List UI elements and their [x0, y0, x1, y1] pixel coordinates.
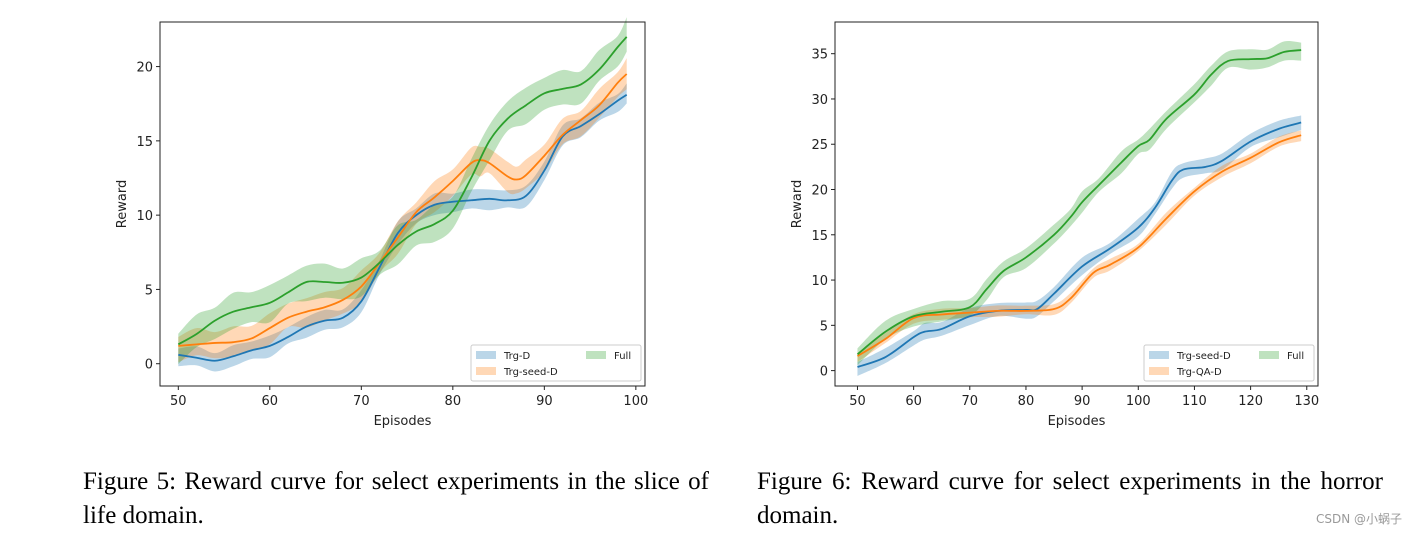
x-tick-label: 110: [1182, 394, 1207, 409]
band-Full: [178, 17, 627, 365]
x-tick-label: 80: [445, 394, 462, 409]
y-tick-label: 30: [811, 93, 828, 108]
legend-swatch: [476, 351, 496, 359]
y-tick-label: 10: [136, 209, 153, 224]
legend-label: Full: [1287, 351, 1304, 362]
legend-frame: [1143, 344, 1315, 382]
y-tick-label: 20: [136, 61, 153, 76]
x-axis-label: Episodes: [1048, 414, 1106, 429]
band-Trg-seed-D: [857, 115, 1302, 376]
y-tick-label: 15: [136, 135, 153, 150]
legend-label: Trg-seed-D: [503, 367, 558, 378]
x-tick-label: 50: [170, 394, 187, 409]
figure-6-caption: Figure 6: Reward curve for select experi…: [757, 468, 1383, 529]
y-tick-label: 25: [811, 138, 828, 153]
line-Trg-QA-D: [856, 134, 1302, 357]
legend-label: Trg-QA-D: [1176, 367, 1222, 378]
band-Trg-seed-D: [178, 58, 627, 363]
legend-swatch: [1149, 367, 1169, 375]
figure-5-caption: Figure 5: Reward curve for select experi…: [83, 468, 709, 529]
axes-frame: [834, 21, 1319, 387]
chart-2: 50 60 70 80 90 100 110 120 130 0 5 10 15 20 25 30 35 Epis…: [790, 21, 1319, 429]
legend-swatch: [1259, 351, 1279, 359]
x-tick-label: 70: [962, 394, 979, 409]
axes-frame: [159, 21, 646, 387]
y-tick-label: 0: [145, 358, 153, 373]
legend-label: Trg-seed-D: [1176, 351, 1231, 362]
x-tick-label: 60: [905, 394, 922, 409]
legend-swatch: [586, 351, 606, 359]
legend-frame: [470, 344, 642, 382]
legend: Trg-D Trg-seed-D Full: [470, 344, 642, 382]
y-axis-label: Reward: [790, 180, 805, 228]
line-Trg-seed-D: [178, 73, 628, 347]
x-tick-label: 50: [849, 394, 866, 409]
legend: Trg-seed-D Trg-QA-D Full: [1143, 344, 1315, 382]
chart-1: 50 60 70 80 90 100 0 5 10 15 20 Episodes Reward Trg-D…: [115, 17, 648, 429]
y-tick-label: 35: [811, 48, 828, 63]
x-tick-label: 60: [262, 394, 279, 409]
x-tick-label: 100: [623, 394, 648, 409]
x-tick-label: 80: [1018, 394, 1035, 409]
x-tick-label: 90: [536, 394, 553, 409]
y-tick-label: 5: [145, 283, 153, 298]
legend-label: Full: [614, 351, 631, 362]
legend-swatch: [1149, 351, 1169, 359]
y-axis-label: Reward: [115, 180, 130, 228]
x-axis-label: Episodes: [374, 414, 432, 429]
legend-swatch: [476, 367, 496, 375]
y-tick-label: 20: [811, 184, 828, 199]
x-tick-label: 90: [1074, 394, 1091, 409]
x-tick-label: 100: [1126, 394, 1151, 409]
line-Full: [177, 36, 628, 346]
x-tick-label: 120: [1238, 394, 1263, 409]
line-Full: [856, 49, 1302, 356]
watermark: CSDN @小蜗子: [1315, 512, 1402, 526]
y-tick-label: 5: [820, 319, 828, 334]
line-Trg-D: [178, 94, 628, 362]
y-tick-label: 15: [811, 229, 828, 244]
y-tick-label: 10: [811, 274, 828, 289]
x-tick-label: 70: [353, 394, 370, 409]
line-Trg-seed-D: [857, 121, 1302, 368]
band-Full: [857, 41, 1302, 366]
legend-label: Trg-D: [503, 351, 531, 362]
x-tick-label: 130: [1294, 394, 1319, 409]
y-tick-label: 0: [820, 365, 828, 380]
